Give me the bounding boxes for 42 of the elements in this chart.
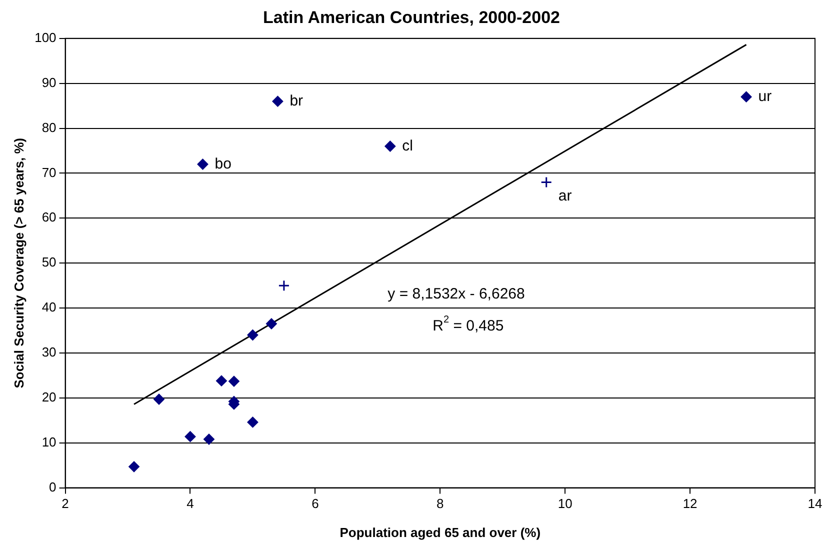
x-tick-label: 8 [436, 496, 444, 512]
point [216, 375, 227, 386]
point [184, 431, 196, 442]
x-tick-label: 10 [558, 496, 572, 512]
point [197, 158, 208, 170]
y-tick-label: 50 [42, 254, 56, 270]
x-tick-label: 6 [312, 496, 319, 512]
point [272, 96, 284, 107]
annotation: ar [558, 187, 572, 204]
y-tick-label: 30 [42, 344, 56, 360]
annotation: cl [402, 137, 414, 154]
y-tick-label: 70 [42, 164, 56, 180]
y-axis-title: Social Security Coverage (> 65 years, %) [11, 138, 26, 388]
point [384, 140, 396, 152]
point [247, 330, 258, 341]
x-tick-label: 14 [808, 496, 822, 512]
point [128, 461, 140, 472]
x-tick-label: 2 [62, 496, 69, 512]
y-tick-label: 10 [42, 434, 56, 450]
x-tick-label: 4 [186, 496, 194, 512]
y-tick-label: 90 [42, 74, 56, 90]
point [247, 416, 258, 428]
y-tick-label: 0 [49, 479, 56, 494]
annotation: bo [214, 155, 232, 172]
y-tick-label: 80 [42, 120, 56, 135]
x-tick-label: 12 [682, 496, 698, 512]
annotation: br [290, 92, 304, 110]
y-tick-label: 40 [42, 300, 56, 315]
point [228, 376, 240, 387]
annotation: ur [758, 88, 772, 105]
y-tick-label: 100 [34, 30, 56, 45]
point [540, 176, 552, 188]
point [154, 394, 165, 405]
annotation: y = 8,1532x - 6,6268 [388, 286, 525, 303]
point [266, 318, 277, 330]
y-tick-label: 20 [42, 390, 56, 404]
x-axis-title: Population aged 65 and over (%) [340, 524, 541, 540]
point [740, 91, 752, 102]
point [278, 280, 290, 292]
y-tick-label: 60 [42, 210, 56, 225]
point [203, 434, 214, 445]
chart-title: Latin American Countries, 2000-2002 [263, 8, 560, 27]
